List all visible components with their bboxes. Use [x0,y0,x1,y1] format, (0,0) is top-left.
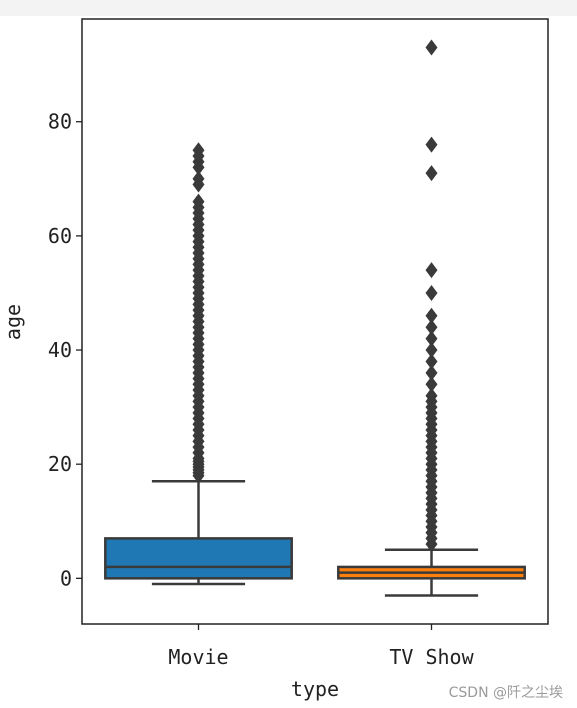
y-tick-label: 60 [48,224,72,248]
x-axis-label: type [291,677,339,701]
outlier-point [425,353,438,370]
outlier-point [192,142,205,159]
outlier-point [192,170,205,187]
x-tick-label: TV Show [389,645,474,669]
outlier-point [425,284,438,301]
x-axis-ticks: Movie TV Show [168,624,475,669]
y-tick-label: 40 [48,338,72,362]
y-tick-label: 0 [60,566,72,590]
outlier-point [192,193,205,210]
outlier-point [425,165,438,182]
window-top-strip [0,0,577,16]
y-axis-label: age [1,304,25,340]
outlier-point [425,39,438,56]
outlier-point [425,387,438,404]
y-axis-ticks: 0 20 40 60 80 [48,110,82,590]
outlier-point [425,330,438,347]
outlier-point [425,376,438,393]
outlier-point [425,319,438,336]
outlier-point [425,307,438,324]
outlier-point [425,364,438,381]
watermark: CSDN @阡之尘埃 [448,685,563,701]
outlier-point [425,342,438,359]
outlier-point [425,136,438,153]
plot-boxes [104,39,526,597]
plot-frame [81,18,549,625]
x-tick-label: Movie [168,645,228,669]
iqr-box [104,537,293,580]
box-group-1 [104,142,293,586]
y-tick-label: 80 [48,110,72,134]
y-tick-label: 20 [48,452,72,476]
outlier-point [425,262,438,279]
box-group-2 [337,39,526,597]
